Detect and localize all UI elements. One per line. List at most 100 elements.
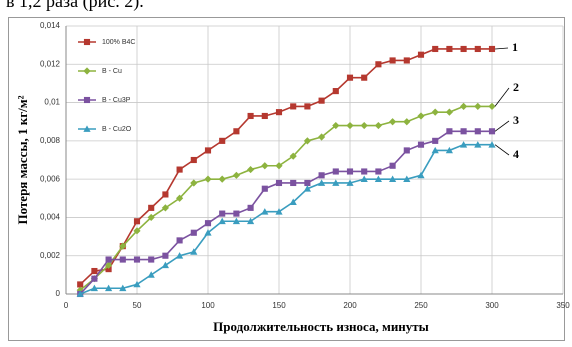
marker bbox=[162, 252, 169, 259]
marker bbox=[332, 88, 339, 95]
x-tick-label: 0 bbox=[64, 301, 69, 310]
marker bbox=[261, 112, 268, 120]
marker bbox=[105, 261, 113, 269]
y-tick-label: 0,004 bbox=[40, 213, 61, 222]
marker bbox=[460, 128, 467, 135]
marker bbox=[218, 175, 226, 183]
marker bbox=[332, 179, 340, 186]
marker bbox=[432, 45, 439, 53]
marker bbox=[361, 74, 368, 81]
legend-label: B - Cu2O bbox=[102, 126, 132, 133]
marker bbox=[303, 185, 311, 192]
marker bbox=[76, 286, 84, 294]
marker bbox=[488, 102, 496, 110]
x-tick-label: 100 bbox=[201, 301, 215, 310]
marker bbox=[204, 220, 212, 227]
y-tick-label: 0,012 bbox=[40, 59, 61, 68]
marker bbox=[204, 175, 212, 183]
marker bbox=[304, 103, 311, 110]
marker bbox=[119, 284, 127, 292]
marker bbox=[105, 266, 112, 273]
x-tick-label: 50 bbox=[133, 301, 142, 310]
y-tick-label: 0 bbox=[56, 289, 61, 298]
marker bbox=[432, 137, 439, 144]
marker bbox=[360, 121, 368, 130]
marker bbox=[389, 175, 397, 183]
marker bbox=[389, 162, 396, 169]
legend-label: 100% B4C bbox=[102, 39, 135, 46]
marker bbox=[318, 97, 325, 104]
marker bbox=[190, 179, 198, 187]
marker bbox=[290, 179, 297, 187]
marker bbox=[332, 168, 339, 175]
marker bbox=[105, 284, 113, 292]
x-tick-label: 300 bbox=[485, 301, 499, 310]
legend-label: B - Cu bbox=[102, 68, 122, 75]
marker bbox=[218, 217, 226, 225]
marker bbox=[148, 204, 155, 211]
marker bbox=[162, 191, 169, 198]
marker bbox=[176, 237, 183, 244]
x-tick-label: 250 bbox=[414, 301, 428, 310]
marker bbox=[346, 168, 354, 175]
marker bbox=[91, 275, 98, 282]
marker bbox=[275, 109, 283, 116]
marker bbox=[488, 128, 496, 135]
marker bbox=[403, 175, 411, 183]
marker bbox=[119, 256, 126, 263]
marker bbox=[389, 118, 397, 126]
annotation: 2 bbox=[513, 80, 519, 94]
marker bbox=[219, 137, 226, 144]
marker bbox=[446, 128, 453, 135]
marker bbox=[161, 204, 169, 212]
annotation-leader bbox=[494, 87, 510, 107]
marker bbox=[375, 168, 382, 175]
marker bbox=[488, 141, 496, 148]
y-tick-label: 0,002 bbox=[40, 251, 61, 260]
marker bbox=[289, 152, 297, 160]
x-tick-label: 200 bbox=[343, 301, 357, 310]
annotation: 4 bbox=[513, 147, 519, 161]
marker bbox=[83, 96, 91, 104]
y-tick-label: 0,008 bbox=[40, 136, 61, 145]
marker bbox=[119, 242, 127, 250]
marker bbox=[431, 146, 439, 154]
marker bbox=[403, 147, 410, 154]
x-tick-label: 350 bbox=[556, 301, 570, 310]
marker bbox=[161, 261, 169, 269]
marker bbox=[176, 194, 184, 202]
marker bbox=[261, 185, 268, 192]
marker bbox=[446, 45, 453, 53]
annotation-leader bbox=[494, 47, 509, 50]
marker bbox=[190, 229, 197, 236]
marker bbox=[374, 121, 382, 130]
marker bbox=[219, 210, 226, 217]
marker bbox=[389, 57, 396, 64]
marker bbox=[460, 45, 467, 53]
marker bbox=[176, 252, 184, 259]
marker bbox=[247, 204, 254, 211]
marker bbox=[275, 208, 283, 215]
marker bbox=[417, 51, 425, 58]
marker bbox=[303, 137, 311, 145]
marker bbox=[474, 102, 482, 110]
marker bbox=[474, 128, 481, 135]
marker bbox=[83, 67, 91, 75]
marker bbox=[318, 133, 326, 141]
marker bbox=[247, 217, 255, 225]
marker bbox=[90, 284, 98, 292]
marker bbox=[374, 175, 382, 183]
marker bbox=[403, 118, 411, 126]
marker bbox=[83, 125, 91, 132]
marker bbox=[318, 172, 325, 179]
marker bbox=[204, 147, 212, 154]
marker bbox=[460, 141, 468, 148]
marker bbox=[474, 45, 481, 53]
legend-label: B - Cu3P bbox=[102, 97, 131, 104]
marker bbox=[247, 112, 254, 120]
marker bbox=[190, 248, 198, 255]
annotation: 1 bbox=[512, 40, 518, 54]
y-tick-label: 0,006 bbox=[40, 174, 61, 183]
